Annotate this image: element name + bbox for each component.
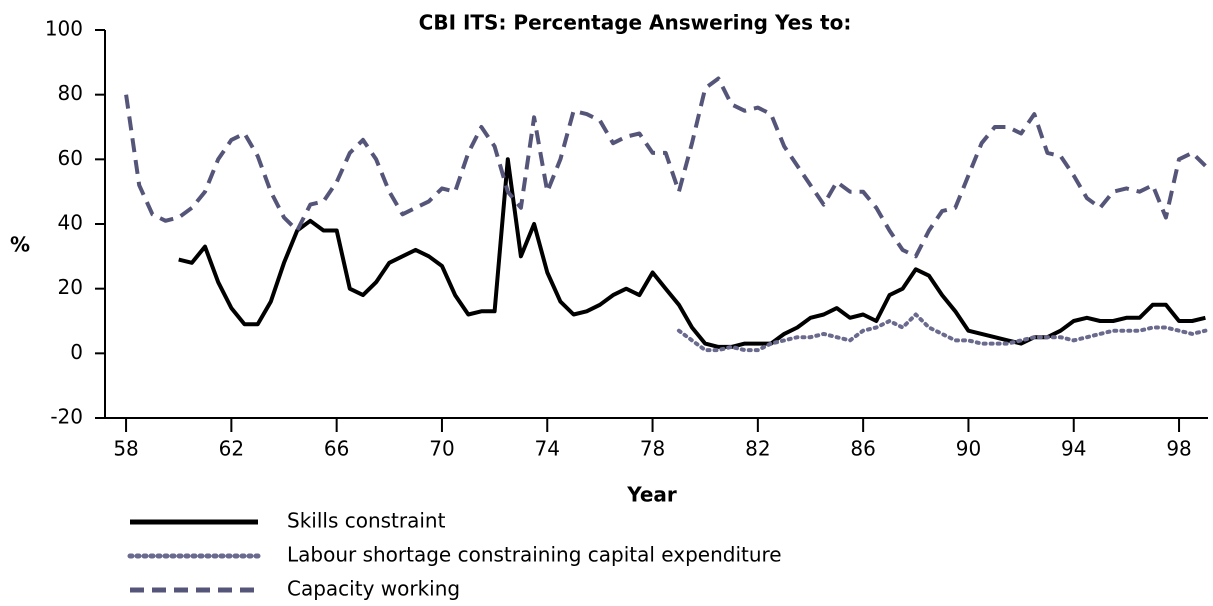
legend-label: Labour shortage constraining capital exp…: [287, 543, 782, 567]
y-axis-label: %: [10, 233, 30, 257]
x-tick-label: 90: [956, 437, 981, 461]
y-tick-label: 100: [45, 17, 83, 41]
x-tick-label: 58: [113, 437, 138, 461]
x-tick-label: 98: [1166, 437, 1191, 461]
y-tick-label: 0: [70, 340, 83, 364]
legend-label: Skills constraint: [287, 509, 446, 533]
x-tick-label: 74: [535, 437, 560, 461]
y-tick-label: 20: [58, 275, 83, 299]
y-tick-label: -20: [50, 405, 83, 429]
series-line: [676, 312, 1208, 353]
x-tick-label: 82: [745, 437, 770, 461]
legend-label: Capacity working: [287, 577, 460, 601]
chart-title: CBI ITS: Percentage Answering Yes to:: [419, 11, 852, 35]
x-axis-label: Year: [626, 483, 677, 507]
x-tick-label: 78: [640, 437, 665, 461]
x-tick-label: 70: [429, 437, 454, 461]
y-tick-label: 60: [58, 146, 83, 170]
x-tick-label: 66: [324, 437, 349, 461]
x-tick-label: 94: [1061, 437, 1086, 461]
series-line: [124, 76, 1207, 259]
y-tick-label: 40: [58, 211, 83, 235]
series-line: [178, 157, 1206, 349]
x-tick-label: 86: [850, 437, 875, 461]
y-tick-label: 80: [58, 81, 83, 105]
x-tick-label: 62: [219, 437, 244, 461]
